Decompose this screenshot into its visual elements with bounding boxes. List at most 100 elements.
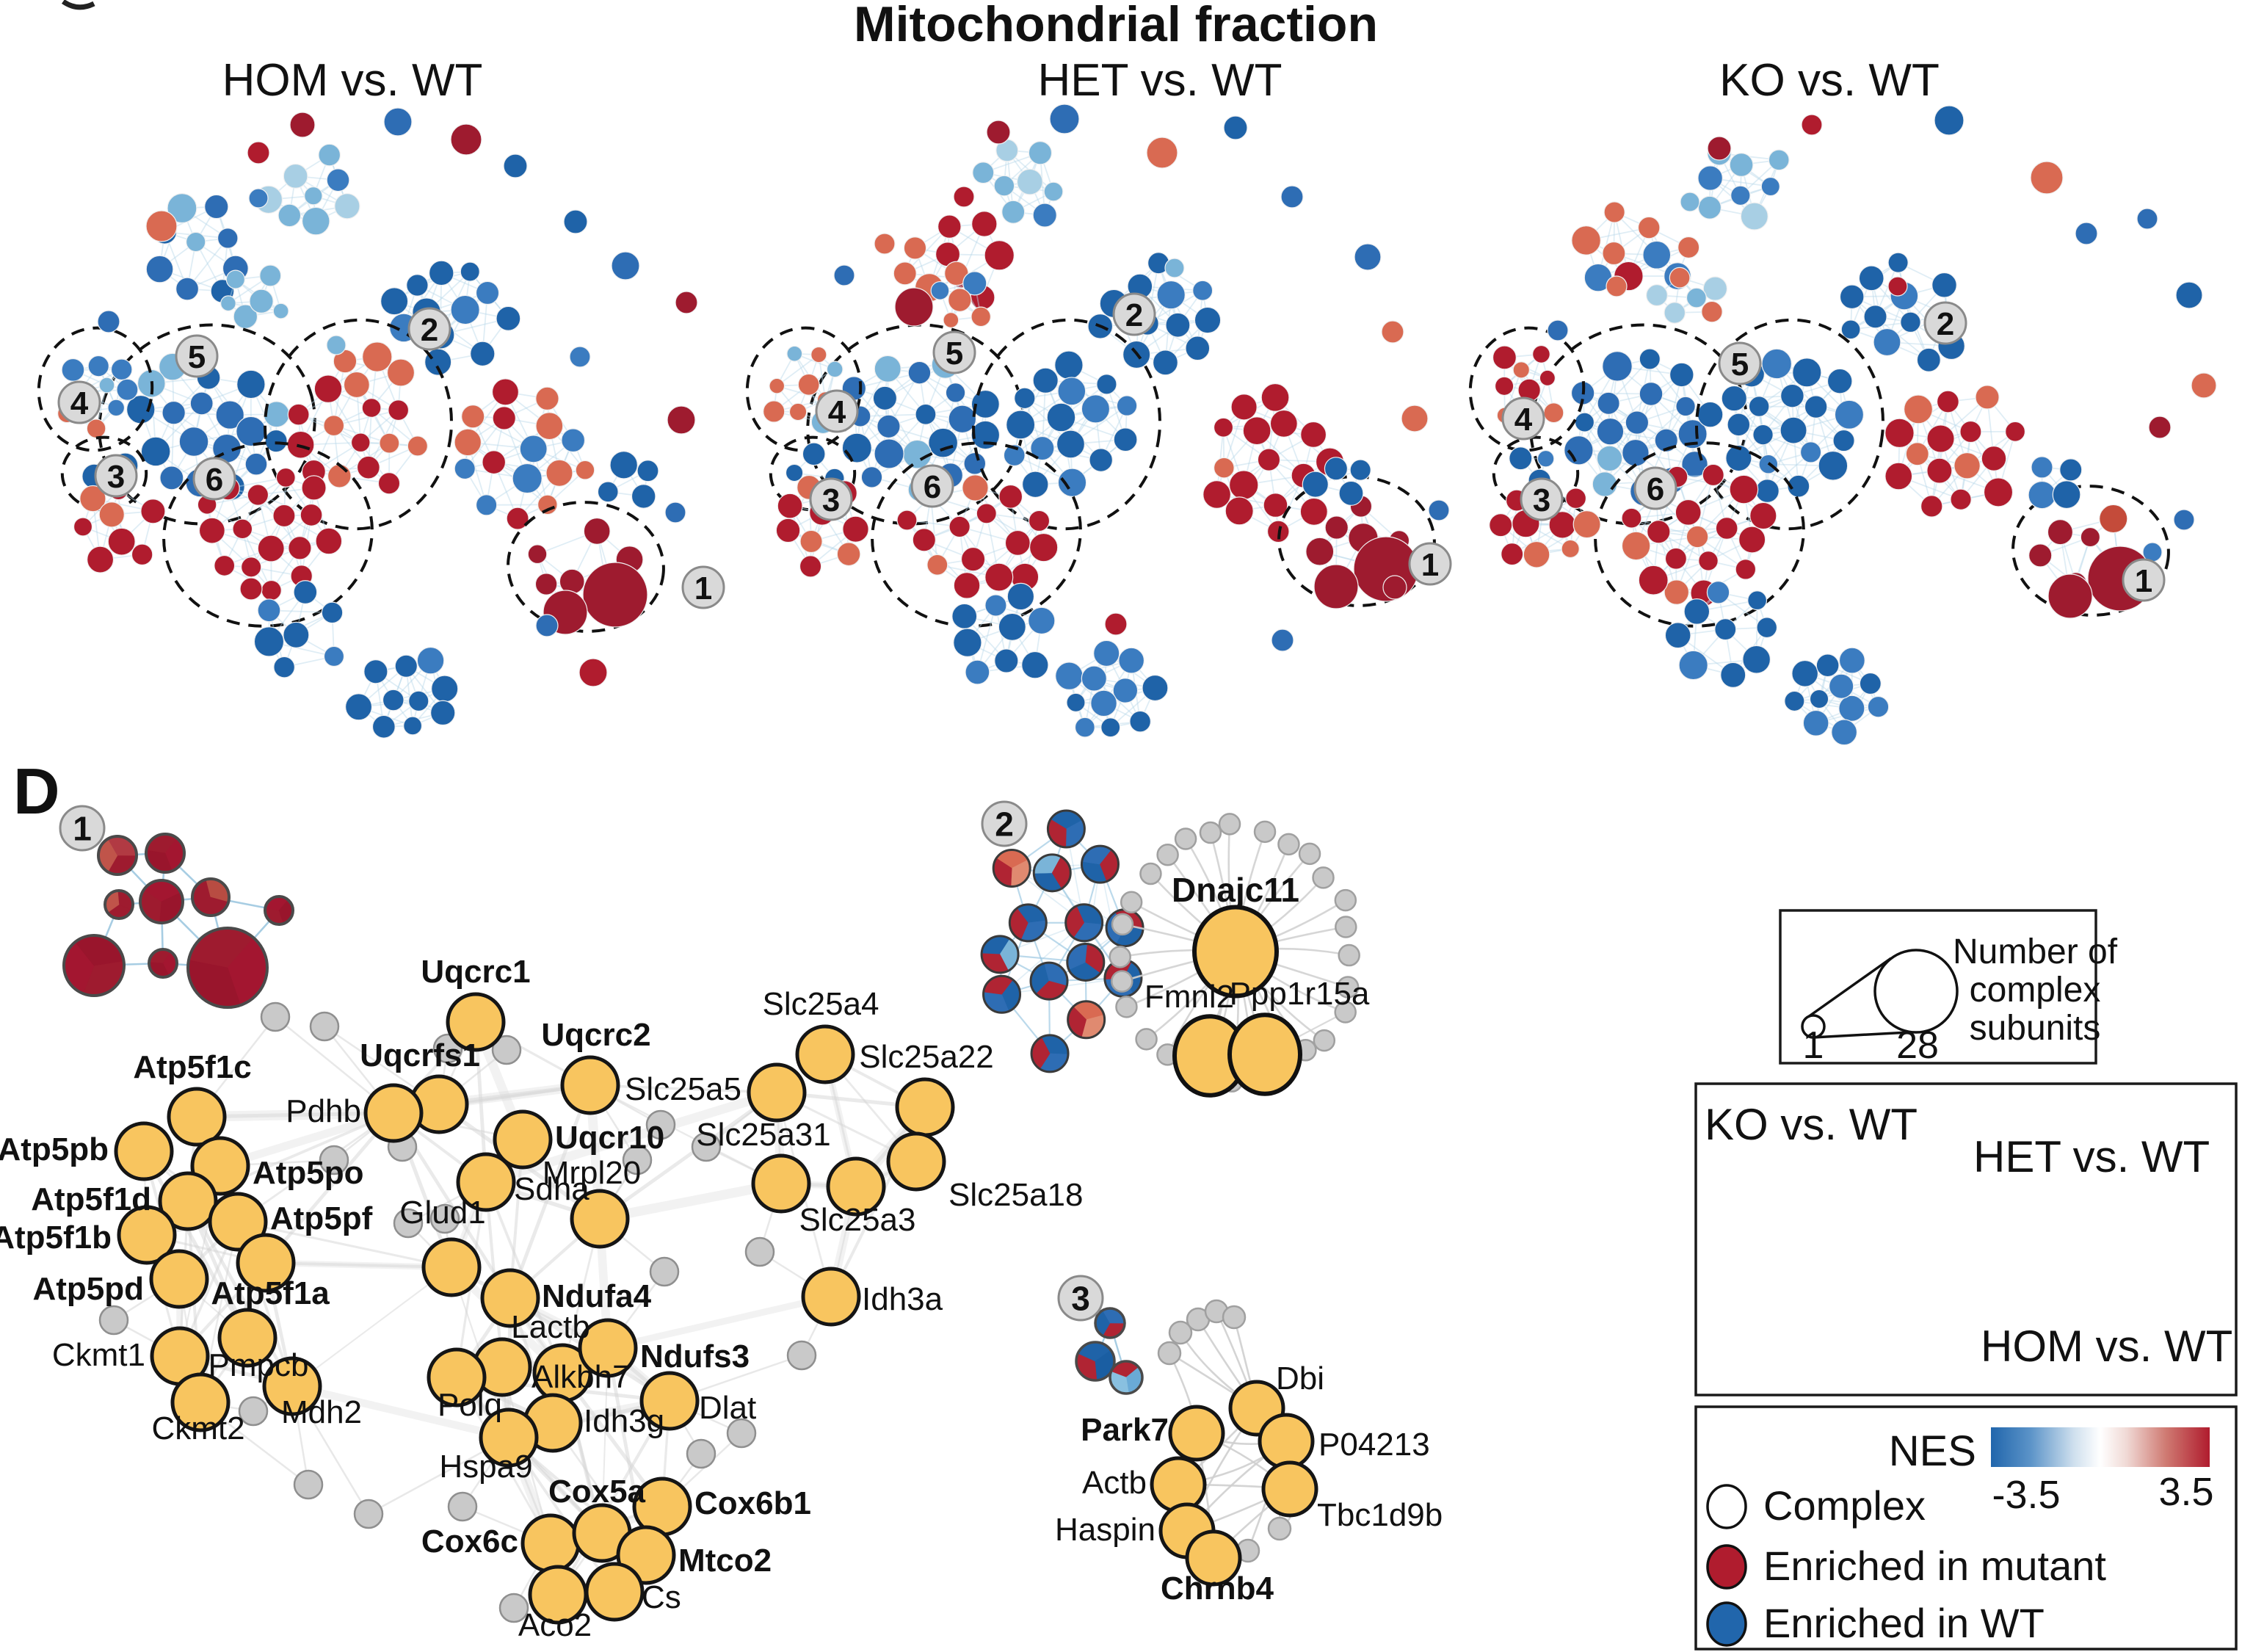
network-node [247,484,269,506]
network-node [382,689,404,711]
cluster-number-label: 3 [1071,1280,1090,1318]
comparison-label-hom: HOM vs. WT [1981,1322,2232,1371]
network-node [631,484,656,509]
network-node [962,271,987,296]
gene-label-Slc25a5: Slc25a5 [625,1071,741,1107]
network-node [2075,222,2098,245]
network-node [2047,519,2074,546]
network-node [1697,195,1722,220]
cluster-dashed-outline [507,501,665,633]
gene-label-Uqcr10: Uqcr10 [555,1120,664,1156]
network-node [1768,149,1790,171]
gene-node-Ckmt2 [170,1372,231,1432]
network-node [304,186,323,206]
network-node [1622,438,1650,467]
big-gene-network: Uqcrc1 Uqcrfs1 Uqcrc2 Uqcr10 Pdhb Atp5f1c Atp5… [0,954,1083,1643]
network-node [2175,281,2203,309]
comparison-label-ko: KO vs. WT [1705,1100,1918,1149]
network-node [1621,531,1651,561]
network-node [1299,497,1328,526]
gene-node-Park7 [1168,1405,1225,1462]
network-node [1675,499,1702,526]
network-node [1001,200,1026,224]
cluster-dashed-outline [264,318,453,531]
network-node [1863,305,1887,329]
size-legend-line3: subunits [1970,1009,2101,1048]
gene-label-Hspa9: Hspa9 [439,1449,532,1485]
gene-label-Atp5f1a: Atp5f1a [211,1275,330,1311]
network-node [1647,519,1671,544]
network-node [2080,526,2101,548]
gene-node-Pmpcb [217,1308,277,1368]
net-edge [291,1267,452,1387]
network-node [1096,374,1117,395]
ring-protein-node [1335,916,1357,938]
pie-outline [1032,853,1072,893]
network-node [984,562,1014,592]
gene-node-Slc25a31 [751,1153,811,1214]
network-node [2028,480,2056,510]
gene-label-Pdhb: Pdhb [286,1093,361,1129]
network-node [1165,312,1191,338]
network-node [1202,480,1232,509]
network-node [107,399,126,417]
gene-label-Dbi: Dbi [1276,1361,1324,1396]
pie-outline [982,974,1022,1014]
pie-outline [1080,844,1120,884]
network-node [1831,719,1858,746]
gene-node-Dnajc11 [1192,905,1279,999]
gray-protein-node [1222,1305,1247,1330]
gene-label-Mdh2: Mdh2 [281,1394,362,1430]
network-node [534,573,558,595]
network-node [860,466,883,488]
network-node [1574,412,1595,432]
network-node [1729,153,1754,177]
network-node [301,206,330,236]
network-node [1760,176,1780,197]
network-node [214,554,236,576]
network-node [1603,201,1625,223]
network-node [232,518,253,540]
network-node [323,415,345,437]
network-node [1706,581,1730,604]
network-node [1596,445,1623,472]
net-edge [508,1084,592,1299]
gene-node-Ppp1r15a [1227,1012,1302,1096]
nes-gradient-bar [1991,1427,2210,1467]
pie-outline [1030,1034,1070,1073]
pie-node [145,833,186,874]
cluster-number-label: 4 [1514,402,1533,438]
network-node [131,543,153,566]
gene-node-Hspa9 [479,1408,539,1468]
network-node [1004,529,1031,556]
network-node [356,455,380,479]
comparison-label-het: HET vs. WT [1973,1132,2210,1181]
network-node [896,510,918,531]
ring-protein-node [1135,1028,1158,1051]
network-node [1792,358,1822,388]
network-node [1116,395,1138,416]
cluster-dashed-outline [2011,485,2170,617]
gene-label-Atp5f1c: Atp5f1c [133,1049,251,1085]
network-node [1532,344,1550,363]
network-node [1983,477,2014,507]
network-node [578,658,608,687]
network-node [953,186,975,208]
network-node [1349,459,1371,481]
network-node [1748,396,1770,417]
pie-node [1094,1307,1126,1339]
network-node [1701,300,1723,323]
gene-label-Uqcrc1: Uqcrc1 [421,954,530,990]
gray-protein-node [498,1593,529,1623]
gray-protein-node [319,1145,349,1175]
network-node [1156,280,1186,310]
network-node [167,193,197,224]
network-node [1185,336,1211,361]
net-edge [333,409,399,427]
net-edge [142,1150,250,1339]
gene-label-Lactb: Lactb [511,1309,590,1345]
network-node [220,295,236,312]
network-node [1324,457,1349,481]
network-node [1936,390,1959,413]
cluster-number-label: 2 [995,805,1014,844]
